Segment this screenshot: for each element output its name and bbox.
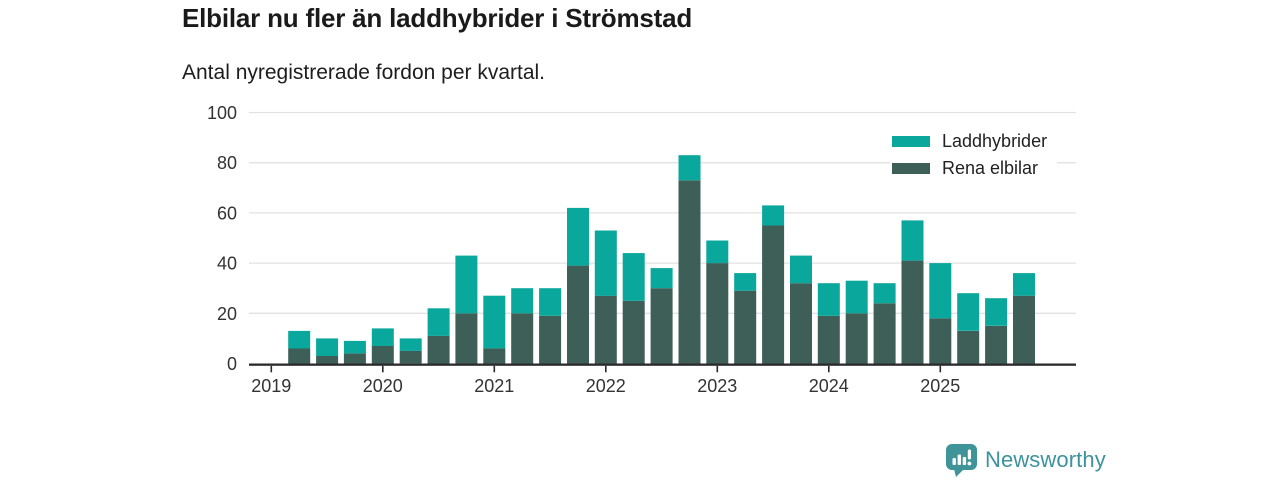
bar-segment-rena-elbilar-2023-Q3 — [762, 225, 785, 364]
bar-segment-rena-elbilar-2021-Q3 — [539, 315, 562, 364]
chart-subtitle: Antal nyregistrerade fordon per kvartal. — [182, 61, 546, 84]
x-axis-tick — [828, 365, 830, 373]
bar-segment-rena-elbilar-2025-Q1 — [929, 318, 952, 364]
bar-segment-laddhybrider-2021-Q1 — [483, 295, 506, 349]
legend-swatch-rena-elbilar — [892, 163, 930, 174]
bar-segment-rena-elbilar-2019-Q2 — [288, 348, 311, 364]
y-axis-tick-label: 100 — [207, 103, 237, 123]
bar-segment-rena-elbilar-2019-Q4 — [343, 353, 366, 364]
x-axis-tick — [493, 365, 496, 373]
bar-segment-rena-elbilar-2024-Q4 — [901, 260, 924, 364]
y-axis-tick-label: 80 — [217, 153, 237, 173]
x-axis-tick — [270, 365, 273, 373]
y-axis-tick-label: 20 — [217, 304, 237, 324]
bar-segment-rena-elbilar-2022-Q2 — [622, 300, 645, 364]
newsworthy-logo[interactable]: Newsworthy — [945, 443, 1106, 477]
newsworthy-wordmark: Newsworthy — [985, 447, 1106, 472]
chart-title: Elbilar nu fler än laddhybrider i Ströms… — [182, 3, 693, 33]
bar-segment-rena-elbilar-2023-Q2 — [734, 290, 757, 364]
x-axis-line — [249, 363, 1076, 366]
bar-segment-laddhybrider-2024-Q2 — [845, 280, 868, 314]
bar-segment-rena-elbilar-2022-Q4 — [678, 180, 701, 364]
legend-label: Laddhybrider — [942, 131, 1048, 151]
bar-segment-laddhybrider-2023-Q3 — [762, 205, 785, 226]
bar-segment-laddhybrider-2021-Q4 — [567, 207, 589, 266]
x-axis-tick-label: 2023 — [697, 376, 737, 396]
legend-item-rena-elbilar: Rena elbilar — [892, 155, 1047, 182]
bar-segment-rena-elbilar-2024-Q3 — [873, 303, 896, 364]
legend-item-laddhybrider: Laddhybrider — [892, 128, 1047, 155]
x-axis-tick — [382, 365, 384, 373]
bar-segment-laddhybrider-2023-Q4 — [790, 255, 812, 284]
x-axis-tick — [605, 365, 607, 373]
bar-segment-laddhybrider-2020-Q4 — [455, 255, 478, 314]
bar-segment-laddhybrider-2025-Q1 — [929, 263, 952, 319]
bar-segment-rena-elbilar-2023-Q4 — [790, 283, 812, 364]
bar-segment-laddhybrider-2024-Q3 — [873, 283, 896, 304]
x-axis-tick — [716, 365, 719, 373]
x-axis-tick — [939, 365, 942, 373]
bar-segment-laddhybrider-2020-Q1 — [371, 328, 394, 346]
bar-segment-laddhybrider-2024-Q1 — [817, 283, 840, 316]
bar-segment-rena-elbilar-2019-Q3 — [316, 356, 339, 364]
bar-segment-laddhybrider-2022-Q2 — [622, 253, 645, 301]
bar-segment-laddhybrider-2025-Q3 — [985, 298, 1008, 326]
x-axis-tick-label: 2025 — [920, 376, 960, 396]
newsworthy-icon — [946, 444, 977, 477]
bar-segment-laddhybrider-2025-Q4 — [1013, 273, 1035, 296]
bar-segment-rena-elbilar-2020-Q4 — [455, 313, 478, 364]
bar-segment-rena-elbilar-2020-Q2 — [399, 350, 422, 364]
bar-segment-rena-elbilar-2022-Q1 — [594, 295, 617, 364]
bar-segment-laddhybrider-2019-Q2 — [288, 330, 311, 349]
x-axis-tick-label: 2021 — [474, 376, 514, 396]
x-axis-tick-label: 2019 — [251, 376, 291, 396]
bar-segment-laddhybrider-2021-Q2 — [511, 288, 534, 314]
bar-segment-rena-elbilar-2025-Q4 — [1013, 295, 1035, 364]
bar-segment-rena-elbilar-2020-Q1 — [371, 345, 394, 364]
bar-segment-laddhybrider-2020-Q3 — [427, 308, 450, 336]
bar-segment-rena-elbilar-2023-Q1 — [706, 263, 729, 364]
x-axis-tick-label: 2020 — [363, 376, 403, 396]
bar-segment-rena-elbilar-2022-Q3 — [650, 288, 673, 364]
bar-segment-rena-elbilar-2025-Q2 — [957, 330, 980, 364]
bar-segment-laddhybrider-2019-Q4 — [343, 340, 366, 354]
bar-segment-laddhybrider-2025-Q2 — [957, 293, 980, 331]
bar-segment-laddhybrider-2022-Q4 — [678, 155, 701, 181]
bar-segment-laddhybrider-2024-Q4 — [901, 220, 924, 261]
legend-label: Rena elbilar — [942, 158, 1039, 178]
legend-swatch-laddhybrider — [892, 136, 930, 147]
bar-segment-rena-elbilar-2021-Q1 — [483, 348, 506, 364]
x-axis-tick-label: 2022 — [586, 376, 626, 396]
y-axis-tick-label: 60 — [217, 203, 237, 223]
bar-segment-laddhybrider-2019-Q3 — [316, 338, 339, 356]
bar-segment-rena-elbilar-2020-Q3 — [427, 335, 450, 364]
x-axis-tick-label: 2024 — [809, 376, 849, 396]
bar-segment-laddhybrider-2022-Q3 — [650, 268, 673, 289]
y-axis-tick-label: 40 — [217, 254, 237, 274]
bar-segment-laddhybrider-2023-Q1 — [706, 240, 729, 264]
bar-segment-rena-elbilar-2021-Q4 — [567, 265, 589, 364]
bar-segment-laddhybrider-2022-Q1 — [594, 230, 617, 296]
y-axis-tick-label: 0 — [227, 354, 237, 374]
bar-segment-rena-elbilar-2024-Q1 — [817, 315, 840, 364]
bar-segment-rena-elbilar-2021-Q2 — [511, 313, 534, 364]
bar-segment-laddhybrider-2020-Q2 — [399, 338, 422, 351]
bar-segment-laddhybrider-2021-Q3 — [539, 288, 562, 316]
chart-legend: Laddhybrider Rena elbilar — [890, 126, 1058, 184]
bar-segment-rena-elbilar-2025-Q3 — [985, 325, 1008, 364]
bar-segment-laddhybrider-2023-Q2 — [734, 273, 757, 291]
bar-segment-rena-elbilar-2024-Q2 — [845, 313, 868, 364]
